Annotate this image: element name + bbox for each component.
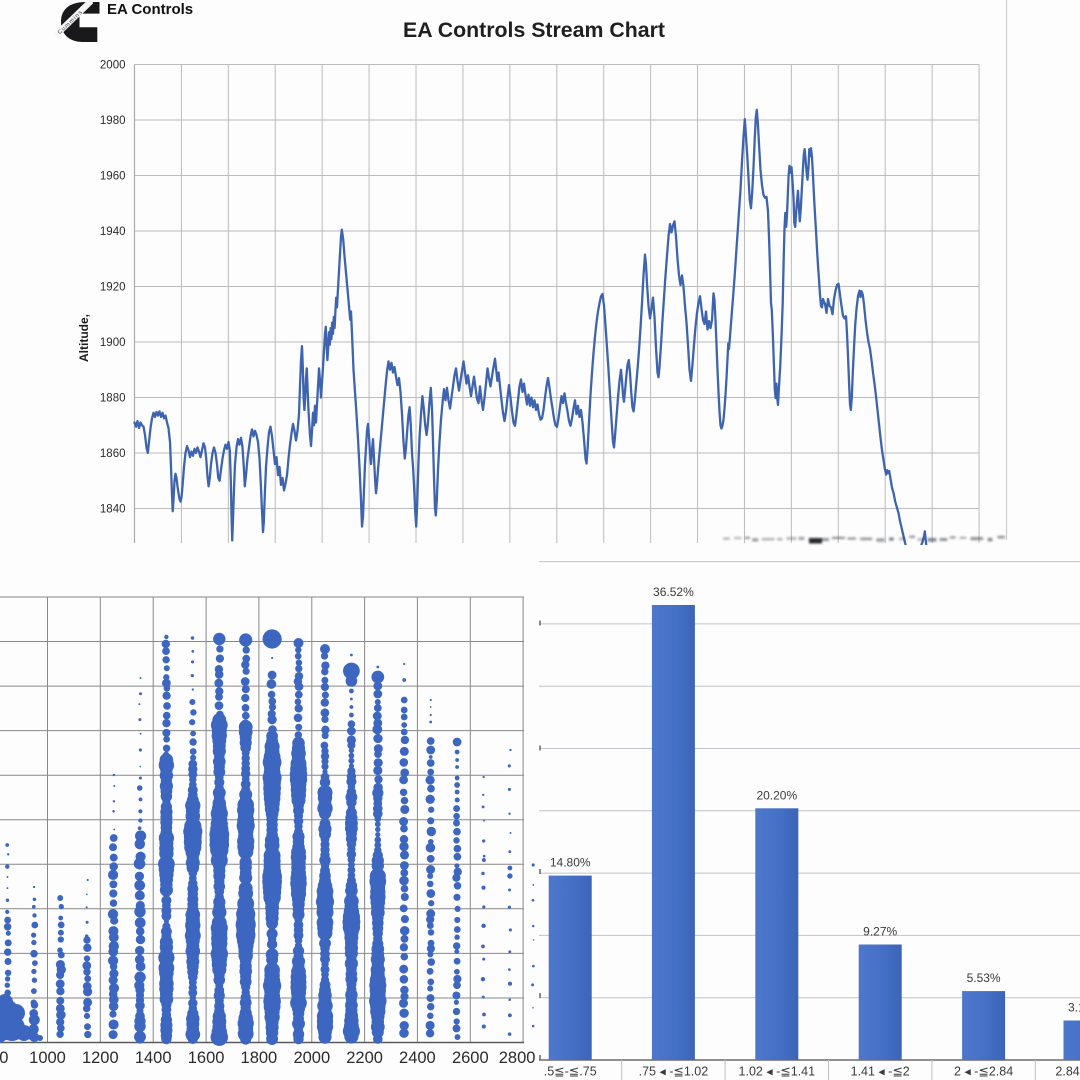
svg-text:9.27%: 9.27% bbox=[863, 925, 897, 939]
svg-text:EA Controls: EA Controls bbox=[107, 1, 193, 18]
svg-text:20.20%: 20.20% bbox=[756, 788, 797, 802]
svg-text:Altitude,: Altitude, bbox=[77, 314, 91, 362]
svg-text:2800: 2800 bbox=[499, 1049, 536, 1067]
svg-text:1.41 ◂ -≦2: 1.41 ◂ -≦2 bbox=[851, 1065, 910, 1079]
svg-text:2600: 2600 bbox=[452, 1049, 489, 1067]
svg-text:14.80%: 14.80% bbox=[550, 856, 591, 870]
svg-text:1400: 1400 bbox=[135, 1049, 172, 1067]
svg-text:1880: 1880 bbox=[100, 393, 126, 405]
svg-text:1900: 1900 bbox=[100, 337, 126, 349]
svg-text:2.84 ◂ -≦4: 2.84 ◂ -≦4 bbox=[1055, 1065, 1080, 1079]
svg-text:1.02 ◂ -≦1.41: 1.02 ◂ -≦1.41 bbox=[739, 1065, 816, 1079]
svg-text:1980: 1980 bbox=[100, 115, 126, 127]
svg-text:3.17%: 3.17% bbox=[1068, 1001, 1080, 1015]
svg-text:1940: 1940 bbox=[100, 226, 126, 238]
svg-text:1000: 1000 bbox=[29, 1049, 66, 1067]
svg-text:1860: 1860 bbox=[100, 448, 126, 460]
svg-text:1840: 1840 bbox=[100, 504, 126, 516]
svg-text:5.53%: 5.53% bbox=[967, 971, 1001, 985]
svg-text:1960: 1960 bbox=[100, 171, 126, 183]
svg-text:2000: 2000 bbox=[293, 1049, 330, 1067]
svg-text:EA Controls Stream Chart: EA Controls Stream Chart bbox=[403, 18, 665, 42]
svg-text:1920: 1920 bbox=[100, 282, 126, 294]
svg-text:1200: 1200 bbox=[82, 1049, 119, 1067]
svg-text:36.52%: 36.52% bbox=[653, 585, 694, 599]
svg-text:1600: 1600 bbox=[188, 1049, 225, 1067]
svg-text:.75 ◂ -≦1.02: .75 ◂ -≦1.02 bbox=[639, 1065, 709, 1079]
svg-text:1800: 1800 bbox=[241, 1049, 278, 1067]
svg-text:2000: 2000 bbox=[100, 60, 126, 72]
svg-text:.5≦-≦.75: .5≦-≦.75 bbox=[544, 1065, 597, 1079]
svg-text:2200: 2200 bbox=[346, 1049, 383, 1067]
svg-text:2 ◂ -≦2.84: 2 ◂ -≦2.84 bbox=[954, 1065, 1013, 1079]
svg-text:2400: 2400 bbox=[399, 1049, 436, 1067]
svg-text:800: 800 bbox=[0, 1049, 8, 1067]
